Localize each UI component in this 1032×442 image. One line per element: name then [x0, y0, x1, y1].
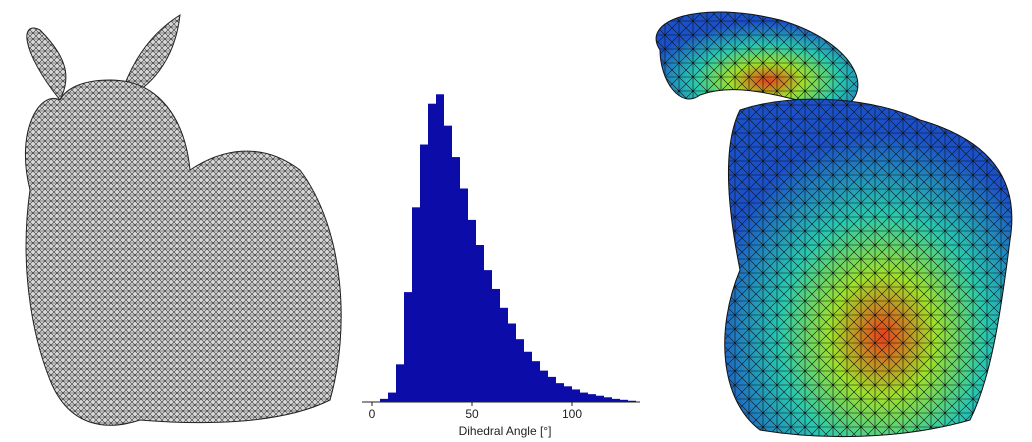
bar — [620, 399, 628, 402]
bar — [476, 245, 484, 402]
bar — [468, 219, 476, 402]
bar — [572, 389, 580, 402]
bar — [444, 125, 452, 403]
bar — [612, 398, 620, 402]
bar — [580, 392, 588, 402]
bar — [588, 394, 596, 402]
bar — [556, 383, 564, 402]
bar — [532, 361, 540, 402]
x-tick-label: 0 — [369, 407, 376, 421]
x-axis-label: Dihedral Angle [°] — [459, 424, 552, 438]
bar — [524, 351, 532, 402]
bar — [484, 270, 492, 402]
bar — [500, 307, 508, 402]
bar — [604, 397, 612, 402]
bar — [596, 395, 604, 402]
bar — [628, 400, 636, 402]
bar — [420, 144, 428, 402]
bar — [508, 323, 516, 402]
bar — [436, 94, 444, 402]
bar — [428, 103, 436, 402]
bar — [404, 292, 412, 402]
x-tick-label: 100 — [562, 407, 582, 421]
bar — [396, 364, 404, 402]
gray-bunny — [25, 14, 342, 426]
colored-bunny — [655, 11, 1013, 438]
x-tick-label: 50 — [465, 407, 479, 421]
bar — [540, 370, 548, 402]
bar — [460, 188, 468, 402]
bar — [492, 288, 500, 402]
bar — [388, 392, 396, 402]
bar — [564, 386, 572, 402]
bar — [412, 207, 420, 402]
bar — [452, 157, 460, 402]
bar — [516, 339, 524, 402]
bar — [380, 398, 388, 402]
bar — [548, 376, 556, 402]
